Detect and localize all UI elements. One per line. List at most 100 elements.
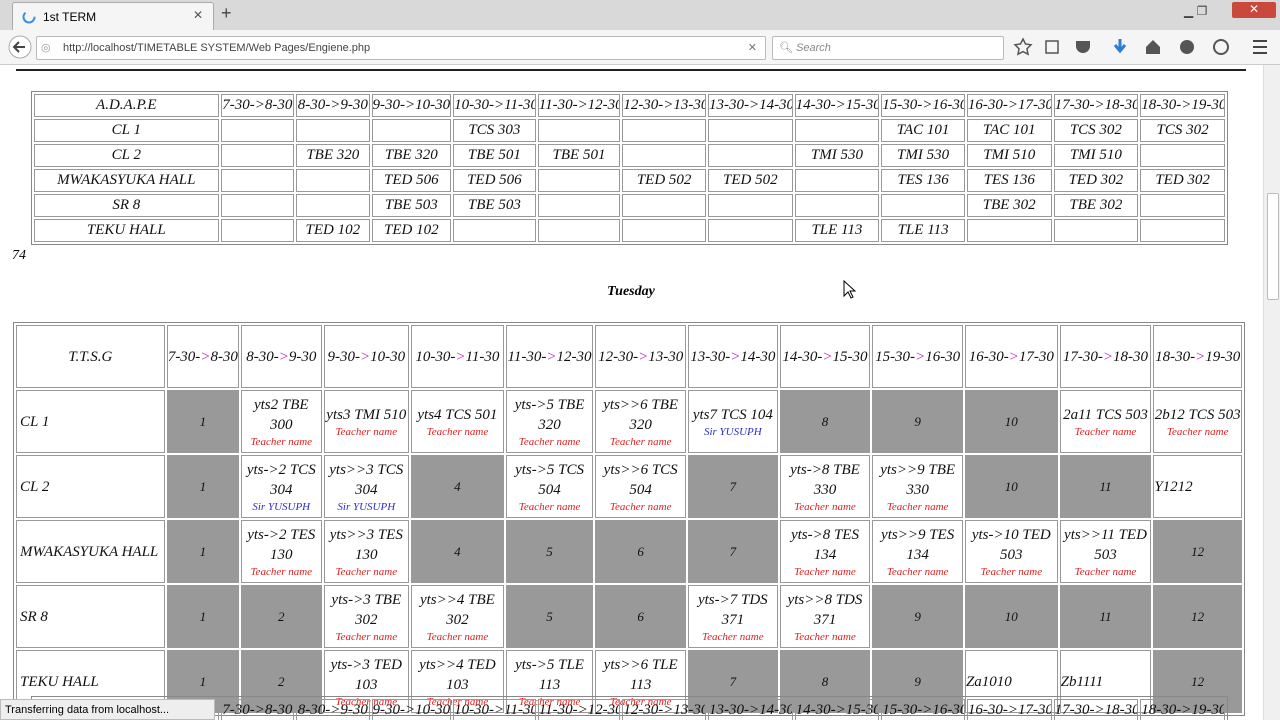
course-cell: TED 502 [707, 169, 793, 192]
session-cell: yts->5 TCS 504 Teacher name [505, 455, 594, 518]
teacher-name: Teacher name [518, 695, 581, 708]
free-slot: 1 [166, 585, 240, 648]
session-text: yts->3 TBE 302 [331, 591, 402, 628]
teacher-name: Teacher name [609, 500, 672, 513]
session-text: yts>>4 TED 103 [419, 656, 496, 693]
course-cell [707, 194, 793, 217]
free-slot: 6 [595, 520, 686, 583]
session-cell: yts>>8 TDS 371 Teacher name [779, 585, 871, 648]
header-cell: 18-30->19-30 [1140, 94, 1225, 117]
course-cell: TED 506 [371, 169, 452, 192]
session-cell: yts->8 TBE 330 Teacher name [779, 455, 871, 518]
room-cell: CL 2 [34, 144, 219, 167]
table-row: MWAKASYUKA HALL TED 506 TED 506 TED 502 TED … [34, 169, 1225, 192]
tab-close[interactable]: ✕ [193, 8, 204, 22]
free-slot: 4 [411, 520, 504, 583]
toolbar-icons[interactable] [1010, 35, 1270, 59]
teacher-name: Sir YUSUPH [337, 500, 396, 513]
session-text: yts->7 TDS 371 [697, 591, 768, 628]
session-cell: yts>>6 TLE 113 Teacher name [595, 650, 686, 713]
header-cell: 14-30->15-30 [779, 325, 871, 388]
clear-url[interactable]: ✕ [747, 42, 757, 54]
table-row: CL 1 1 yts2 TBE 300 Teacher name yts3 TMI 51… [16, 390, 1242, 453]
course-cell: TMI 510 [1053, 144, 1139, 167]
tab[interactable]: 1st TERM ✕ [12, 2, 214, 31]
header-cell: 10-30->11-30 [411, 325, 504, 388]
session-cell: 2a11 TCS 503 Teacher name [1059, 390, 1152, 453]
room-cell: SR 8 [16, 585, 165, 648]
header-cell: 15-30->16-30 [881, 94, 965, 117]
room-cell: CL 1 [34, 119, 219, 142]
course-cell: TBE 501 [537, 144, 621, 167]
session-text: yts>>11 TED 503 [1064, 526, 1147, 563]
session-text: yts4 TCS 501 [417, 406, 498, 423]
scrollbar[interactable] [1263, 65, 1280, 720]
course-cell [220, 219, 295, 242]
session-cell: yts>>3 TCS 304 Sir YUSUPH [323, 455, 410, 518]
session-text: Za1010 [965, 673, 1012, 690]
teacher-name: Teacher name [335, 565, 398, 578]
course-cell: TBE 302 [1053, 194, 1139, 217]
status-bar: Transferring data from localhost... [0, 699, 215, 720]
free-slot: 9 [872, 650, 963, 713]
session-text: yts>>4 TBE 302 [419, 591, 495, 628]
course-cell: TED 506 [453, 169, 536, 192]
header-cell: 18-30->19-30 [1153, 325, 1242, 388]
header-cell: T.T.S.G [16, 325, 165, 388]
session-cell: yts>>9 TES 134 Teacher name [872, 520, 963, 583]
header-cell: 18-30->19-30 [1140, 699, 1225, 720]
session-text: yts->2 TCS 304 [246, 461, 316, 498]
free-slot: 1 [166, 455, 240, 518]
header-row: A.D.A.P.E 7-30->8-30 8-30->9-30 9-30->10-30… [34, 94, 1225, 117]
header-cell: 8-30->9-30 [296, 699, 370, 720]
table-row: TEKU HALL 1 2 yts->3 TED 103 Teacher name yts… [16, 650, 1242, 713]
free-slot: 5 [505, 585, 594, 648]
course-cell: TED 302 [1140, 169, 1225, 192]
session-text: yts->5 TLE 113 [515, 656, 584, 693]
session-text: yts>>6 TBE 320 [603, 396, 679, 433]
window-close[interactable]: ✕ [1232, 2, 1276, 18]
header-cell: 11-30->12-30 [505, 325, 594, 388]
session-cell: yts->2 TES 130 Teacher name [241, 520, 322, 583]
table-row: SR 8 TBE 503 TBE 503 TBE 302 TBE 302 [34, 194, 1225, 217]
search-box[interactable]: 🔍︎ Search [772, 36, 1004, 60]
free-slot: 1 [166, 520, 240, 583]
window-controls[interactable]: ▁ ❐ [1184, 4, 1208, 18]
course-cell: TBE 503 [453, 194, 536, 217]
course-cell [794, 194, 880, 217]
course-cell [794, 169, 880, 192]
table-row: CL 2 1 yts->2 TCS 304 Sir YUSUPH yts>>3 TCS … [16, 455, 1242, 518]
course-cell [881, 194, 965, 217]
header-cell: 12-30->13-30 [622, 94, 706, 117]
session-cell: yts>>4 TBE 302 Teacher name [411, 585, 504, 648]
teacher-name: Teacher name [609, 435, 672, 448]
table-row: TEKU HALL TED 102 TED 102 TLE 113 TLE 113 [34, 219, 1225, 242]
table-row: CL 2 TBE 320 TBE 320 TBE 501 TBE 501 TMI 530 T… [34, 144, 1225, 167]
page-content: A.D.A.P.E 7-30->8-30 8-30->9-30 9-30->10-30… [0, 65, 1262, 720]
new-tab[interactable]: + [221, 3, 232, 23]
free-slot: 11 [1059, 455, 1152, 518]
teacher-name: Teacher name [426, 695, 489, 708]
teacher-name: Teacher name [794, 630, 856, 643]
free-slot: 11 [1059, 585, 1152, 648]
free-slot: 7 [688, 650, 778, 713]
session-text: 2b12 TCS 503 [1154, 406, 1241, 423]
timetable-day: T.T.S.G 7-30->8-30 8-30->9-30 9-30->10-30 10… [13, 322, 1245, 716]
teacher-name: Teacher name [335, 695, 398, 708]
course-cell: TBE 302 [966, 194, 1052, 217]
course-cell: TBE 503 [371, 194, 452, 217]
free-slot: 10 [964, 455, 1058, 518]
teacher-name: Teacher name [886, 565, 949, 578]
session-text: yts>>3 TES 130 [329, 526, 403, 563]
course-cell [1140, 144, 1225, 167]
scroll-thumb[interactable] [1267, 193, 1279, 300]
search-placeholder: Search [796, 42, 831, 54]
teacher-name: Teacher name [980, 565, 1043, 578]
url-bar[interactable]: ◎ http://localhost/TIMETABLE SYSTEM/Web … [36, 36, 766, 60]
back-button[interactable] [8, 35, 32, 59]
session-cell: yts->2 TCS 304 Sir YUSUPH [241, 455, 322, 518]
header-cell: 13-30->14-30 [688, 325, 778, 388]
room-cell: CL 1 [16, 390, 165, 453]
session-text: yts7 TCS 104 [692, 406, 773, 423]
teacher-name: Teacher name [794, 500, 856, 513]
